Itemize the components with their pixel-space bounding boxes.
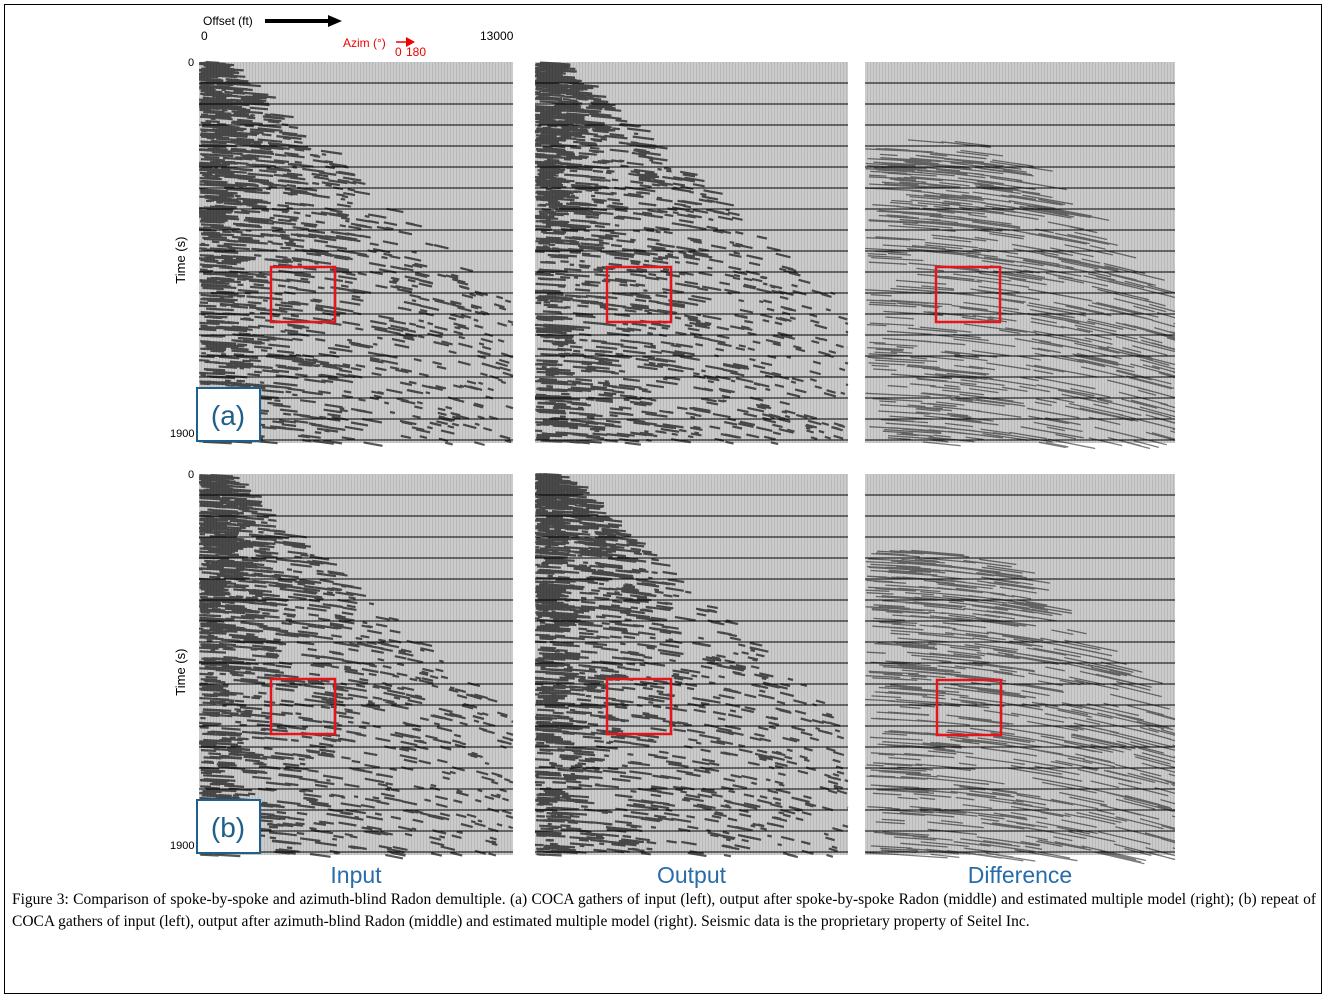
column-label: Output bbox=[657, 862, 727, 888]
offset-label: Offset (ft) bbox=[203, 14, 253, 28]
offset-max: 13000 bbox=[480, 29, 514, 43]
panel-tag-box bbox=[196, 387, 261, 442]
panel-tag: (b) bbox=[211, 812, 245, 843]
azimuth-arrowhead bbox=[406, 37, 415, 47]
offset-arrowhead bbox=[328, 15, 342, 27]
time-label: Time (s) bbox=[173, 649, 188, 696]
azimuth-label: Azim (°) bbox=[343, 36, 386, 50]
highlight-box bbox=[269, 265, 337, 324]
seismic-events bbox=[534, 61, 849, 446]
panels: 0 1900 Time (s) (a) 0 1900 Time (s) (b) Input Out… bbox=[170, 57, 1176, 888]
highlight-box bbox=[605, 677, 673, 736]
highlight-box bbox=[605, 265, 673, 324]
time-max: 1900 bbox=[170, 428, 194, 440]
azimuth-max: 180 bbox=[406, 45, 426, 59]
highlight-box bbox=[935, 678, 1003, 737]
column-label: Input bbox=[330, 862, 382, 888]
caption: Figure 3: Comparison of spoke-by-spoke a… bbox=[12, 891, 1316, 930]
frame bbox=[4, 4, 1322, 994]
panel-tag-box bbox=[196, 799, 261, 854]
time-label: Time (s) bbox=[173, 237, 188, 284]
seismic-events bbox=[864, 549, 1176, 865]
time-max: 1900 bbox=[170, 840, 194, 852]
time-min: 0 bbox=[188, 469, 194, 481]
azimuth-min: 0 bbox=[395, 45, 402, 59]
highlight-box bbox=[269, 677, 337, 736]
panel-tag: (a) bbox=[211, 400, 245, 431]
highlight-box bbox=[934, 265, 1002, 324]
time-min: 0 bbox=[188, 57, 194, 69]
offset-min: 0 bbox=[201, 29, 208, 43]
column-label: Difference bbox=[968, 862, 1072, 888]
